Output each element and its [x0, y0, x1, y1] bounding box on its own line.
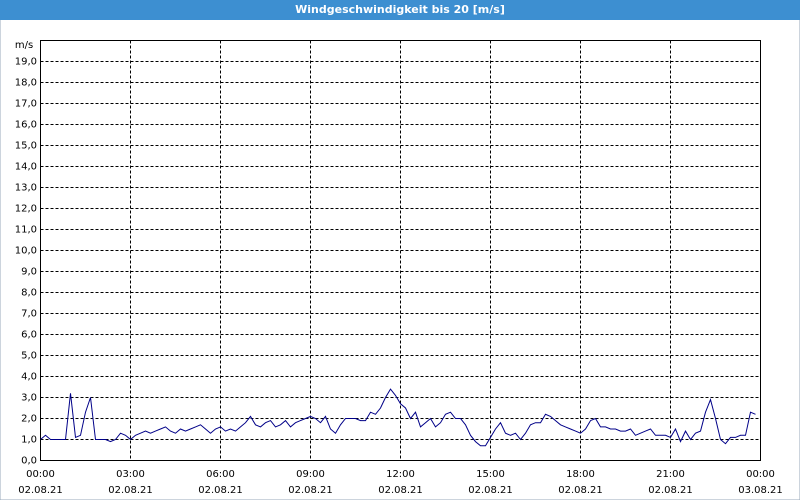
y-tick-label: 6,0	[21, 330, 37, 341]
y-tick-label: 4,0	[21, 372, 37, 383]
y-tick-label: 0,0	[21, 456, 37, 467]
x-tick-label: 12:00	[386, 469, 415, 480]
y-tick-label: 18,0	[15, 78, 37, 89]
x-tick-date: 02.08.21	[288, 485, 333, 496]
y-tick-label: 17,0	[15, 99, 37, 110]
x-tick-label: 03:00	[116, 469, 145, 480]
x-tick-date: 02.08.21	[108, 485, 153, 496]
y-tick-label: 11,0	[15, 225, 37, 236]
x-tick-date: 02.08.21	[648, 485, 693, 496]
y-tick-label: 13,0	[15, 183, 37, 194]
y-tick-label: 16,0	[15, 120, 37, 131]
x-tick-date: 02.08.21	[378, 485, 423, 496]
x-tick-date: 02.08.21	[558, 485, 603, 496]
x-tick-label: 00:00	[26, 469, 55, 480]
x-tick-date: 02.08.21	[468, 485, 513, 496]
x-tick-date: 02.08.21	[198, 485, 243, 496]
y-axis-label: m/s	[15, 40, 33, 51]
y-tick-label: 8,0	[21, 288, 37, 299]
y-tick-label: 2,0	[21, 414, 37, 425]
x-tick-label: 21:00	[656, 469, 685, 480]
y-tick-label: 15,0	[15, 141, 37, 152]
x-tick-label: 09:00	[296, 469, 325, 480]
x-tick-date: 02.08.21	[18, 485, 63, 496]
data-line	[40, 388, 756, 447]
title-bar	[0, 0, 800, 20]
x-tick-label: 00:00	[746, 469, 775, 480]
y-tick-label: 7,0	[21, 309, 37, 320]
y-tick-label: 9,0	[21, 267, 37, 278]
y-tick-label: 19,0	[15, 57, 37, 68]
x-tick-label: 06:00	[206, 469, 235, 480]
y-tick-label: 14,0	[15, 162, 37, 173]
x-tick-label: 15:00	[476, 469, 505, 480]
y-tick-label: 12,0	[15, 204, 37, 215]
x-tick-label: 18:00	[566, 469, 595, 480]
y-tick-label: 3,0	[21, 393, 37, 404]
chart-title: Windgeschwindigkeit bis 20 [m/s]	[295, 3, 505, 16]
x-tick-date: 03.08.21	[738, 485, 783, 496]
y-tick-label: 1,0	[21, 435, 37, 446]
y-tick-label: 5,0	[21, 351, 37, 362]
y-tick-label: 10,0	[15, 246, 37, 257]
